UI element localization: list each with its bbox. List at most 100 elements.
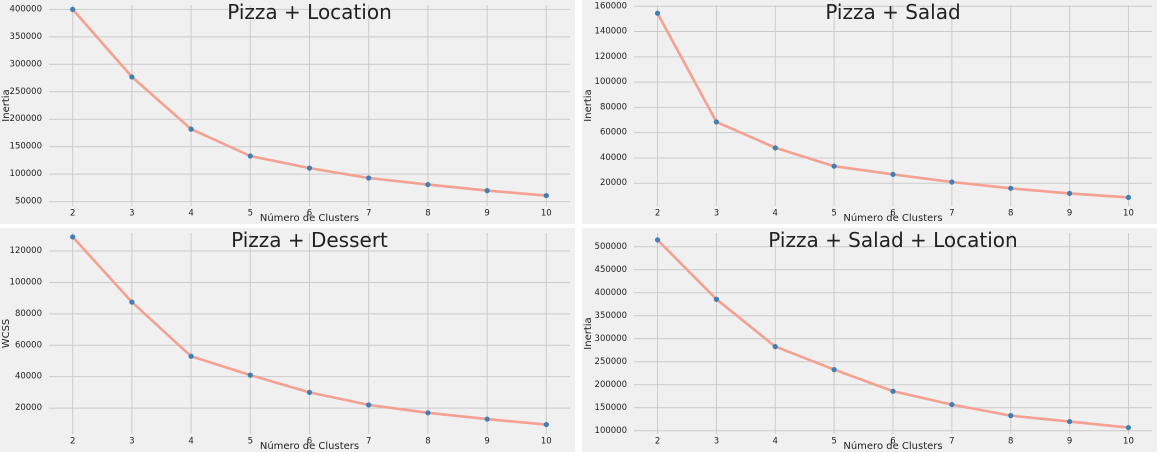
x-tick-label: 7 bbox=[366, 437, 371, 447]
x-tick-label: 8 bbox=[425, 209, 430, 219]
x-tick-label: 6 bbox=[890, 209, 895, 219]
x-tick-label: 8 bbox=[1008, 437, 1013, 447]
y-tick-label: 250000 bbox=[10, 87, 42, 97]
y-tick-label: 60000 bbox=[15, 340, 42, 350]
data-point bbox=[713, 119, 720, 125]
data-point bbox=[188, 126, 194, 132]
chart-svg-pizza-dessert: 2 3 4 5 6 7 8 9 10 20000 40000 60000 80000 100000 1200… bbox=[1, 228, 570, 452]
data-point bbox=[247, 372, 253, 378]
y-tick-label: 450000 bbox=[595, 265, 627, 275]
chart-svg-pizza-location: 2 3 4 5 6 7 8 9 10 50000 100000 150000 200000 250000 3… bbox=[1, 0, 570, 224]
x-tick-label: 3 bbox=[129, 209, 134, 219]
data-point bbox=[425, 410, 431, 416]
x-tick-label: 4 bbox=[773, 209, 778, 219]
y-tick-label: 250000 bbox=[595, 357, 627, 367]
x-tick-label: 3 bbox=[129, 437, 134, 447]
data-point bbox=[306, 165, 313, 171]
x-tick-label: 9 bbox=[484, 209, 489, 219]
data-point bbox=[831, 367, 837, 373]
x-tick-label: 4 bbox=[188, 437, 193, 447]
y-tick-label: 100000 bbox=[595, 77, 627, 87]
y-tick-label: 20000 bbox=[15, 403, 42, 413]
data-point bbox=[772, 344, 778, 350]
chart-title: Pizza + Dessert bbox=[231, 228, 388, 252]
data-point bbox=[543, 192, 549, 199]
data-point bbox=[425, 181, 431, 188]
y-tick-label: 60000 bbox=[600, 128, 627, 138]
x-tick-label: 7 bbox=[366, 209, 371, 219]
x-tick-label: 7 bbox=[949, 437, 954, 447]
x-tick-label: 10 bbox=[1123, 437, 1134, 447]
y-tick-label: 350000 bbox=[10, 32, 42, 42]
data-point bbox=[1066, 190, 1073, 196]
data-point bbox=[831, 163, 837, 169]
x-tick-label: 10 bbox=[541, 209, 552, 219]
x-tick-label: 8 bbox=[425, 437, 430, 447]
x-tick-label: 6 bbox=[307, 209, 312, 219]
x-tick-label: 10 bbox=[1123, 209, 1134, 219]
data-point bbox=[129, 74, 135, 80]
y-axis-label: WCSS bbox=[1, 319, 12, 349]
chart-panel-pizza-salad-location: 2 3 4 5 6 7 8 9 10 100000 150000 200000 250000 300000… bbox=[582, 228, 1157, 452]
chart-title: Pizza + Salad + Location bbox=[768, 228, 1017, 252]
y-axis-label: Inertia bbox=[1, 89, 12, 121]
y-tick-label: 40000 bbox=[600, 153, 627, 163]
y-tick-label: 120000 bbox=[10, 246, 42, 256]
chart-title: Pizza + Location bbox=[227, 0, 392, 24]
data-point bbox=[949, 179, 955, 185]
y-tick-label: 150000 bbox=[10, 142, 42, 152]
y-tick-label: 350000 bbox=[595, 311, 627, 321]
x-axis-label: Número de Clusters bbox=[843, 440, 942, 452]
y-tick-label: 500000 bbox=[595, 242, 627, 252]
x-tick-label: 7 bbox=[949, 209, 954, 219]
data-point bbox=[306, 389, 313, 395]
data-point bbox=[70, 234, 76, 240]
x-tick-label: 6 bbox=[307, 437, 312, 447]
x-axis-label: Número de Clusters bbox=[260, 440, 359, 452]
data-point bbox=[188, 353, 194, 359]
x-axis-label: Número de Clusters bbox=[260, 212, 359, 224]
data-point bbox=[1125, 194, 1132, 201]
data-point bbox=[366, 402, 372, 408]
chart-panel-pizza-dessert: 2 3 4 5 6 7 8 9 10 20000 40000 60000 80000 100000 1200… bbox=[0, 228, 575, 452]
x-tick-label: 5 bbox=[831, 437, 836, 447]
y-tick-label: 20000 bbox=[600, 178, 627, 188]
data-point bbox=[1008, 185, 1014, 191]
y-tick-label: 50000 bbox=[15, 197, 42, 207]
x-tick-label: 5 bbox=[248, 209, 253, 219]
y-tick-label: 100000 bbox=[10, 277, 42, 287]
chart-panel-pizza-location: 2 3 4 5 6 7 8 9 10 50000 100000 150000 200000 250000 3… bbox=[0, 0, 575, 224]
x-tick-label: 4 bbox=[773, 437, 778, 447]
x-tick-label: 9 bbox=[484, 437, 489, 447]
x-tick-label: 2 bbox=[70, 437, 75, 447]
data-point bbox=[484, 188, 490, 194]
x-axis-label: Número de Clusters bbox=[843, 212, 942, 224]
x-tick-label: 9 bbox=[1067, 437, 1072, 447]
y-tick-label: 160000 bbox=[595, 1, 627, 11]
y-tick-label: 200000 bbox=[10, 114, 42, 124]
data-point bbox=[713, 296, 720, 302]
data-point bbox=[484, 416, 490, 422]
y-tick-label: 100000 bbox=[10, 169, 42, 179]
y-axis-label: Inertia bbox=[583, 317, 594, 349]
data-point bbox=[366, 175, 372, 181]
x-tick-label: 10 bbox=[541, 437, 552, 447]
y-tick-label: 100000 bbox=[595, 426, 627, 436]
x-tick-label: 5 bbox=[831, 209, 836, 219]
y-tick-label: 300000 bbox=[595, 334, 627, 344]
chart-svg-pizza-salad-location: 2 3 4 5 6 7 8 9 10 100000 150000 200000 250000 300000… bbox=[583, 228, 1152, 452]
data-point bbox=[543, 421, 549, 428]
y-tick-label: 400000 bbox=[10, 4, 42, 14]
y-tick-label: 80000 bbox=[15, 309, 42, 319]
data-point bbox=[654, 237, 661, 243]
y-axis-label: Inertia bbox=[583, 89, 594, 121]
x-tick-label: 3 bbox=[714, 209, 719, 219]
data-point bbox=[1008, 413, 1014, 419]
data-point bbox=[129, 299, 135, 305]
x-tick-label: 4 bbox=[188, 209, 193, 219]
x-tick-label: 2 bbox=[70, 209, 75, 219]
x-tick-label: 5 bbox=[248, 437, 253, 447]
y-tick-label: 120000 bbox=[595, 52, 627, 62]
data-point bbox=[247, 153, 253, 159]
y-tick-label: 40000 bbox=[15, 372, 42, 382]
